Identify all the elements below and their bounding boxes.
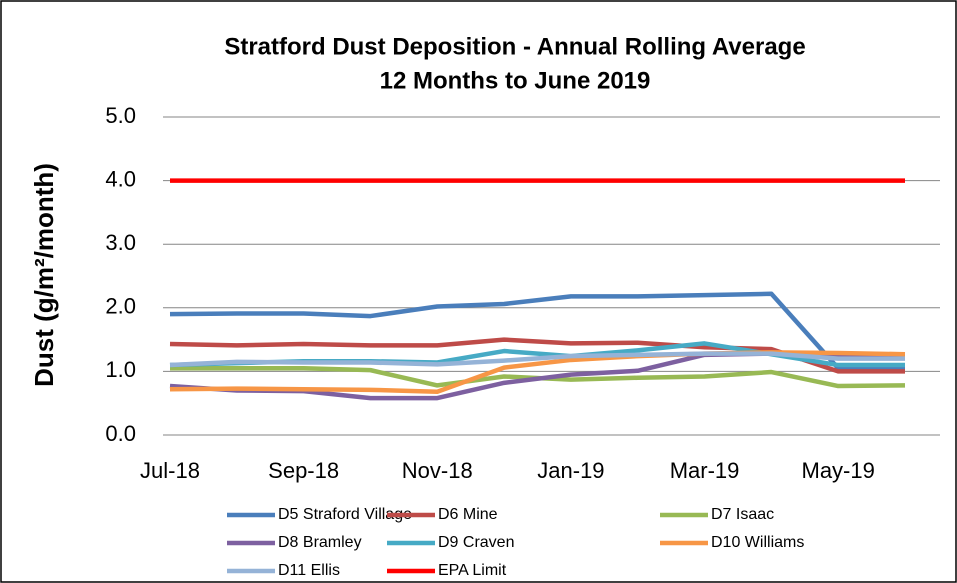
x-tick-label: Jul-18 <box>140 458 200 483</box>
x-tick-label: May-19 <box>802 458 875 483</box>
legend-label: D10 Williams <box>711 534 804 551</box>
legend-label: D6 Mine <box>438 506 498 523</box>
chart-subtitle: 12 Months to June 2019 <box>380 67 651 94</box>
series-line <box>169 291 905 371</box>
legend-label: D7 Isaac <box>711 506 774 523</box>
legend-label: EPA Limit <box>438 562 507 579</box>
y-tick-label: 2.0 <box>105 294 136 319</box>
x-tick-label: Mar-19 <box>670 458 740 483</box>
y-tick-label: 4.0 <box>105 166 136 191</box>
y-axis-label: Dust (g/m²/month) <box>29 163 59 387</box>
x-tick-label: Sep-18 <box>268 458 339 483</box>
legend-label: D5 Straford Village <box>278 506 412 523</box>
legend-label: D11 Ellis <box>278 562 340 579</box>
y-tick-label: 1.0 <box>105 357 136 382</box>
legend-label: D9 Craven <box>438 534 514 551</box>
chart-title: Stratford Dust Deposition - Annual Rolli… <box>224 33 805 60</box>
x-tick-label: Jan-19 <box>537 458 604 483</box>
y-tick-label: 5.0 <box>105 103 136 128</box>
series-line <box>169 351 905 368</box>
y-tick-label: 0.0 <box>105 421 136 446</box>
x-tick-label: Nov-18 <box>402 458 473 483</box>
y-tick-label: 3.0 <box>105 230 136 255</box>
legend-label: D8 Bramley <box>278 534 362 551</box>
